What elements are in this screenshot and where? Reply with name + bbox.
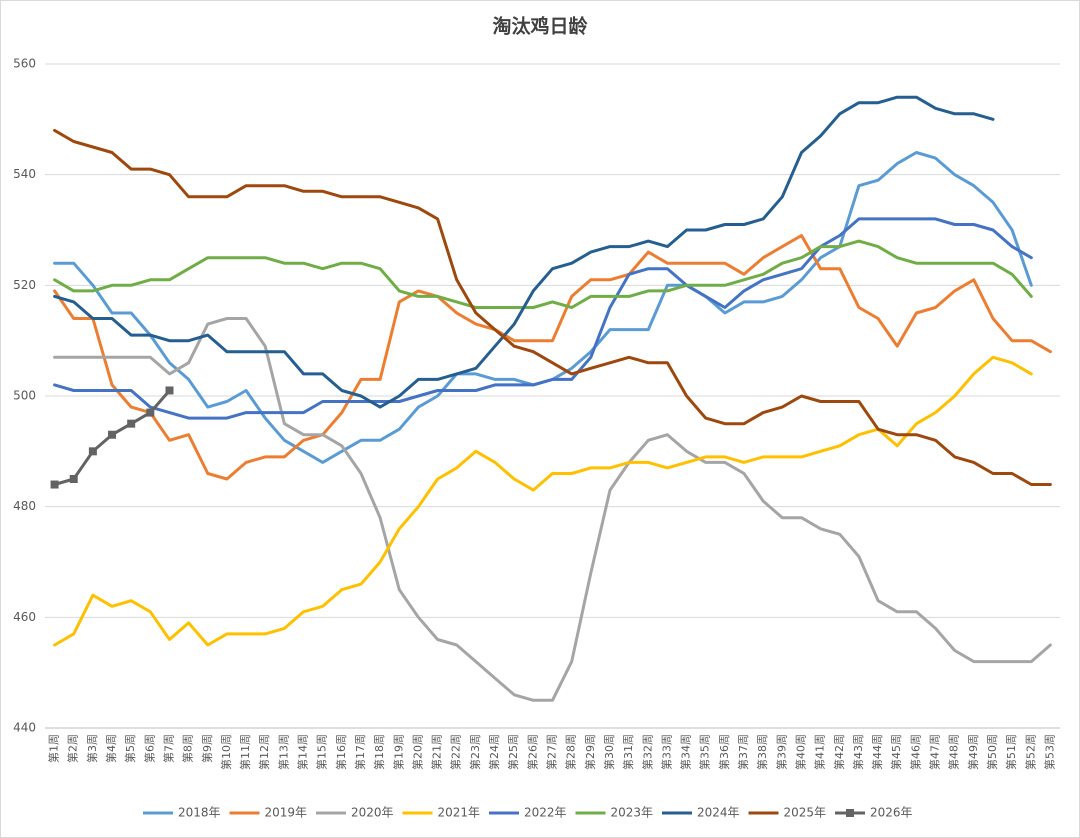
x-tick-label: 第53周 <box>1042 734 1056 770</box>
x-tick-label: 第28周 <box>564 734 578 770</box>
x-tick-label: 第10周 <box>219 734 233 770</box>
point-marker <box>165 386 174 395</box>
x-tick-label: 第20周 <box>410 734 424 770</box>
legend-label: 2025年 <box>784 806 827 820</box>
legend-label: 2021年 <box>438 806 481 820</box>
x-tick-label: 第7周 <box>161 734 175 763</box>
x-tick-label: 第8周 <box>181 734 195 763</box>
y-tick-label: 520 <box>13 278 36 292</box>
x-tick-label: 第19周 <box>391 734 405 770</box>
legend-label: 2020年 <box>351 806 394 820</box>
point-marker <box>88 447 97 456</box>
x-tick-label: 第14周 <box>296 734 310 770</box>
x-tick-label: 第22周 <box>449 734 463 770</box>
x-tick-label: 第41周 <box>813 734 827 770</box>
x-tick-label: 第5周 <box>123 734 137 763</box>
y-tick-label: 440 <box>13 721 36 735</box>
x-tick-label: 第52周 <box>1023 734 1037 770</box>
x-tick-label: 第12周 <box>257 734 271 770</box>
chart-title: 淘汰鸡日龄 <box>492 15 588 38</box>
x-tick-label: 第43周 <box>851 734 865 770</box>
x-tick-label: 第46周 <box>908 734 922 770</box>
x-tick-label: 第13周 <box>276 734 290 770</box>
legend-label: 2024年 <box>697 806 740 820</box>
series-line <box>53 95 995 409</box>
series-line <box>53 317 1052 702</box>
x-tick-label: 第16周 <box>334 734 348 770</box>
x-tick-label: 第35周 <box>698 734 712 770</box>
x-tick-label: 第32周 <box>640 734 654 770</box>
x-tick-label: 第25周 <box>506 734 520 770</box>
x-tick-label: 第27周 <box>545 734 559 770</box>
legend-marker <box>846 809 854 817</box>
x-tick-label: 第44周 <box>870 734 884 770</box>
legend-label: 2023年 <box>611 806 654 820</box>
x-tick-label: 第38周 <box>755 734 769 770</box>
series-line <box>53 355 1033 647</box>
series-line <box>53 128 1052 486</box>
x-tick-label: 第6周 <box>142 734 156 763</box>
legend-label: 2018年 <box>178 806 221 820</box>
x-tick-label: 第2周 <box>66 734 80 763</box>
point-marker <box>69 475 78 483</box>
series-line <box>53 239 1033 309</box>
series-line <box>53 234 1052 481</box>
y-tick-label: 540 <box>13 167 36 181</box>
x-tick-label: 第36周 <box>717 734 731 770</box>
x-tick-label: 第11周 <box>238 734 252 770</box>
legend-label: 2019年 <box>265 806 308 820</box>
x-tick-label: 第29周 <box>583 734 597 770</box>
y-tick-label: 560 <box>13 57 36 71</box>
legend-label: 2026年 <box>870 806 913 820</box>
x-tick-label: 第33周 <box>659 734 673 770</box>
x-tick-label: 第31周 <box>621 734 635 770</box>
x-tick-label: 第21周 <box>430 734 444 770</box>
series-line <box>53 217 1033 420</box>
x-tick-label: 第24周 <box>487 734 501 770</box>
x-tick-label: 第45周 <box>889 734 903 770</box>
x-tick-label: 第1周 <box>47 734 61 763</box>
x-tick-label: 第15周 <box>315 734 329 770</box>
point-marker <box>127 419 136 428</box>
x-tick-label: 第3周 <box>85 734 99 763</box>
x-tick-label: 第17周 <box>353 734 367 770</box>
x-tick-label: 第30周 <box>602 734 616 770</box>
x-tick-label: 第23周 <box>468 734 482 770</box>
x-tick-label: 第9周 <box>200 734 214 763</box>
y-tick-label: 480 <box>13 499 36 513</box>
x-tick-label: 第51周 <box>1004 734 1018 770</box>
x-tick-label: 第48周 <box>947 734 961 770</box>
point-marker <box>108 430 117 439</box>
x-tick-label: 第50周 <box>985 734 999 770</box>
x-tick-label: 第37周 <box>736 734 750 770</box>
x-tick-label: 第40周 <box>793 734 807 770</box>
x-tick-label: 第4周 <box>104 734 118 763</box>
point-marker <box>50 480 59 489</box>
x-tick-label: 第39周 <box>774 734 788 770</box>
x-tick-label: 第26周 <box>525 734 539 770</box>
x-tick-label: 第42周 <box>832 734 846 770</box>
point-marker <box>146 408 155 417</box>
legend-label: 2022年 <box>524 806 567 820</box>
x-tick-label: 第34周 <box>679 734 693 770</box>
x-tick-label: 第18周 <box>372 734 386 770</box>
y-tick-label: 460 <box>13 610 36 624</box>
y-tick-label: 500 <box>13 389 36 403</box>
x-tick-label: 第47周 <box>928 734 942 770</box>
x-tick-label: 第49周 <box>966 734 980 770</box>
